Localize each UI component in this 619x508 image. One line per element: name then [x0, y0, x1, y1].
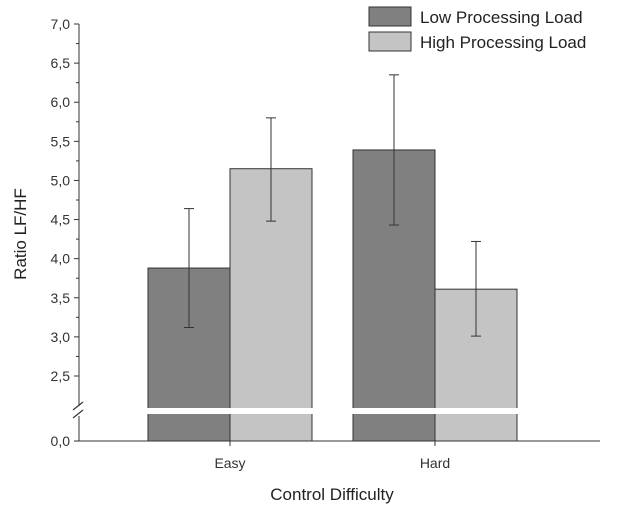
y-axis-title: Ratio LF/HF [11, 188, 30, 280]
y-tick-label: 5,5 [51, 133, 71, 149]
y-tick-label: 0,0 [51, 433, 71, 449]
error-bar-high-processing-load-easy [266, 117, 276, 222]
axis-break-mark-upper [72, 401, 84, 411]
legend-label-low-processing-load: Low Processing Load [420, 8, 583, 27]
legend-label-high-processing-load: High Processing Load [420, 33, 586, 52]
y-tick-label: 7,0 [51, 16, 71, 32]
legend-item-low-processing-load: Low Processing Load [368, 6, 583, 27]
y-tick-label: 3,5 [51, 290, 71, 306]
y-tick-label: 4,5 [51, 212, 71, 228]
legend-swatch-low-processing-load [368, 6, 412, 27]
x-tick-label-easy: Easy [214, 455, 245, 471]
legend-swatch-high-processing-load [368, 31, 412, 52]
error-bar-low-processing-load-hard [389, 74, 399, 226]
y-tick-label: 3,0 [51, 329, 71, 345]
error-bar-high-processing-load-hard [471, 240, 481, 337]
legend-item-high-processing-load: High Processing Load [368, 31, 586, 52]
x-tick-label-hard: Hard [420, 455, 450, 471]
axis-break-band [140, 408, 530, 414]
y-tick-label: 6,0 [51, 94, 71, 110]
y-tick-label: 5,0 [51, 172, 71, 188]
x-axis-title: Control Difficulty [270, 485, 394, 504]
y-tick-label: 2,5 [51, 368, 71, 384]
axis-break-mark-lower [72, 409, 84, 419]
error-bar-low-processing-load-easy [184, 208, 194, 329]
y-tick-label: 4,0 [51, 251, 71, 267]
y-tick-label: 6,5 [51, 55, 71, 71]
